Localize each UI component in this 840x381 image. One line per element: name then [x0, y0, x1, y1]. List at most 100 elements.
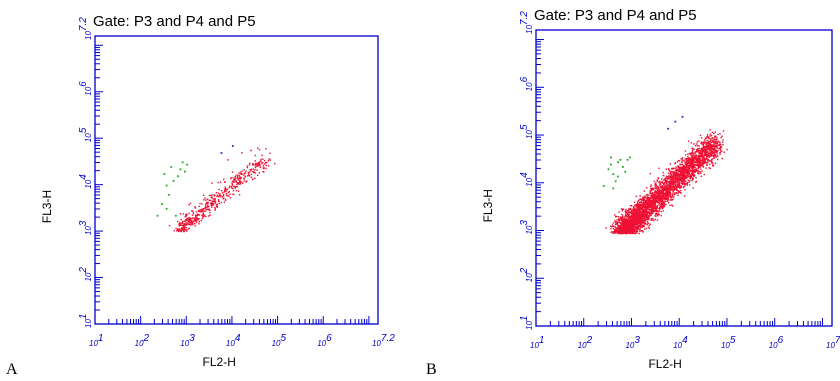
data-point — [237, 183, 239, 185]
data-point — [698, 150, 700, 152]
data-point — [635, 216, 637, 218]
data-point — [649, 202, 651, 204]
data-point — [648, 211, 651, 214]
data-point — [722, 139, 724, 141]
data-point — [711, 152, 713, 155]
data-point — [685, 169, 687, 172]
data-point — [623, 229, 625, 231]
data-point — [690, 142, 692, 144]
data-point — [708, 141, 710, 144]
data-point — [706, 164, 708, 167]
data-point — [646, 223, 648, 226]
data-point — [665, 185, 667, 188]
data-point — [188, 212, 190, 215]
data-point — [237, 178, 240, 180]
data-point — [639, 223, 641, 226]
data-point — [189, 223, 191, 225]
data-point — [695, 159, 698, 161]
data-point — [661, 190, 664, 192]
data-point — [680, 187, 682, 189]
data-point — [687, 173, 689, 176]
data-point — [238, 183, 241, 185]
data-point — [664, 191, 667, 194]
data-point — [694, 169, 696, 172]
data-point — [621, 210, 624, 212]
data-point — [662, 188, 665, 190]
data-point — [652, 211, 654, 213]
data-point — [668, 195, 670, 198]
data-point — [675, 179, 677, 181]
data-point — [715, 135, 717, 138]
data-point — [648, 202, 651, 204]
data-point — [652, 199, 655, 201]
data-point — [191, 210, 193, 212]
data-point — [612, 222, 615, 224]
data-point — [632, 232, 634, 234]
data-point — [219, 194, 222, 197]
data-point — [647, 203, 649, 205]
data-point — [661, 181, 664, 184]
data-point — [647, 196, 650, 199]
data-point — [210, 202, 212, 204]
data-point — [692, 170, 694, 172]
data-point — [654, 218, 657, 221]
data-point — [701, 143, 703, 145]
data-point — [714, 150, 716, 152]
data-point — [688, 167, 691, 170]
data-point — [700, 168, 702, 170]
data-point — [654, 190, 656, 193]
data-point — [242, 182, 244, 184]
x-tick-label: 102 — [578, 335, 593, 350]
data-point — [220, 152, 223, 154]
data-point — [655, 199, 658, 202]
data-point — [184, 219, 187, 221]
data-point — [714, 162, 717, 165]
data-point — [676, 174, 678, 177]
data-point — [646, 195, 649, 198]
data-point — [687, 155, 689, 158]
data-point — [637, 224, 640, 227]
data-point — [650, 206, 652, 208]
data-point — [611, 231, 613, 233]
data-point — [692, 158, 694, 160]
data-point — [196, 215, 198, 217]
data-point — [661, 189, 664, 191]
data-point — [627, 231, 629, 233]
data-point — [615, 227, 617, 230]
data-point — [702, 143, 705, 146]
data-point — [240, 173, 242, 175]
data-point — [645, 200, 647, 202]
data-point — [639, 195, 641, 197]
data-point — [217, 192, 220, 194]
data-point — [636, 216, 639, 218]
data-point — [682, 173, 685, 175]
data-point — [632, 222, 635, 224]
data-point — [190, 224, 192, 226]
data-point — [642, 205, 645, 207]
x-tick-label: 103 — [625, 335, 640, 350]
data-point — [667, 189, 669, 192]
data-point — [683, 195, 686, 197]
data-point — [667, 127, 670, 130]
data-point — [656, 200, 658, 203]
data-point — [678, 181, 680, 184]
data-point — [254, 177, 256, 179]
data-point — [684, 150, 687, 152]
data-point — [721, 150, 723, 152]
data-point — [263, 159, 266, 162]
data-point — [630, 220, 632, 222]
data-point — [641, 220, 644, 222]
data-point — [639, 230, 641, 233]
data-point — [647, 200, 649, 202]
data-point — [643, 214, 646, 217]
data-point — [254, 169, 256, 171]
data-point — [202, 212, 205, 214]
plot-frame — [94, 35, 379, 325]
data-point — [247, 173, 250, 176]
data-point — [198, 205, 200, 208]
data-point — [617, 225, 620, 228]
data-point — [660, 195, 663, 197]
data-point — [622, 217, 624, 219]
data-point — [642, 210, 644, 213]
data-point — [680, 167, 683, 169]
